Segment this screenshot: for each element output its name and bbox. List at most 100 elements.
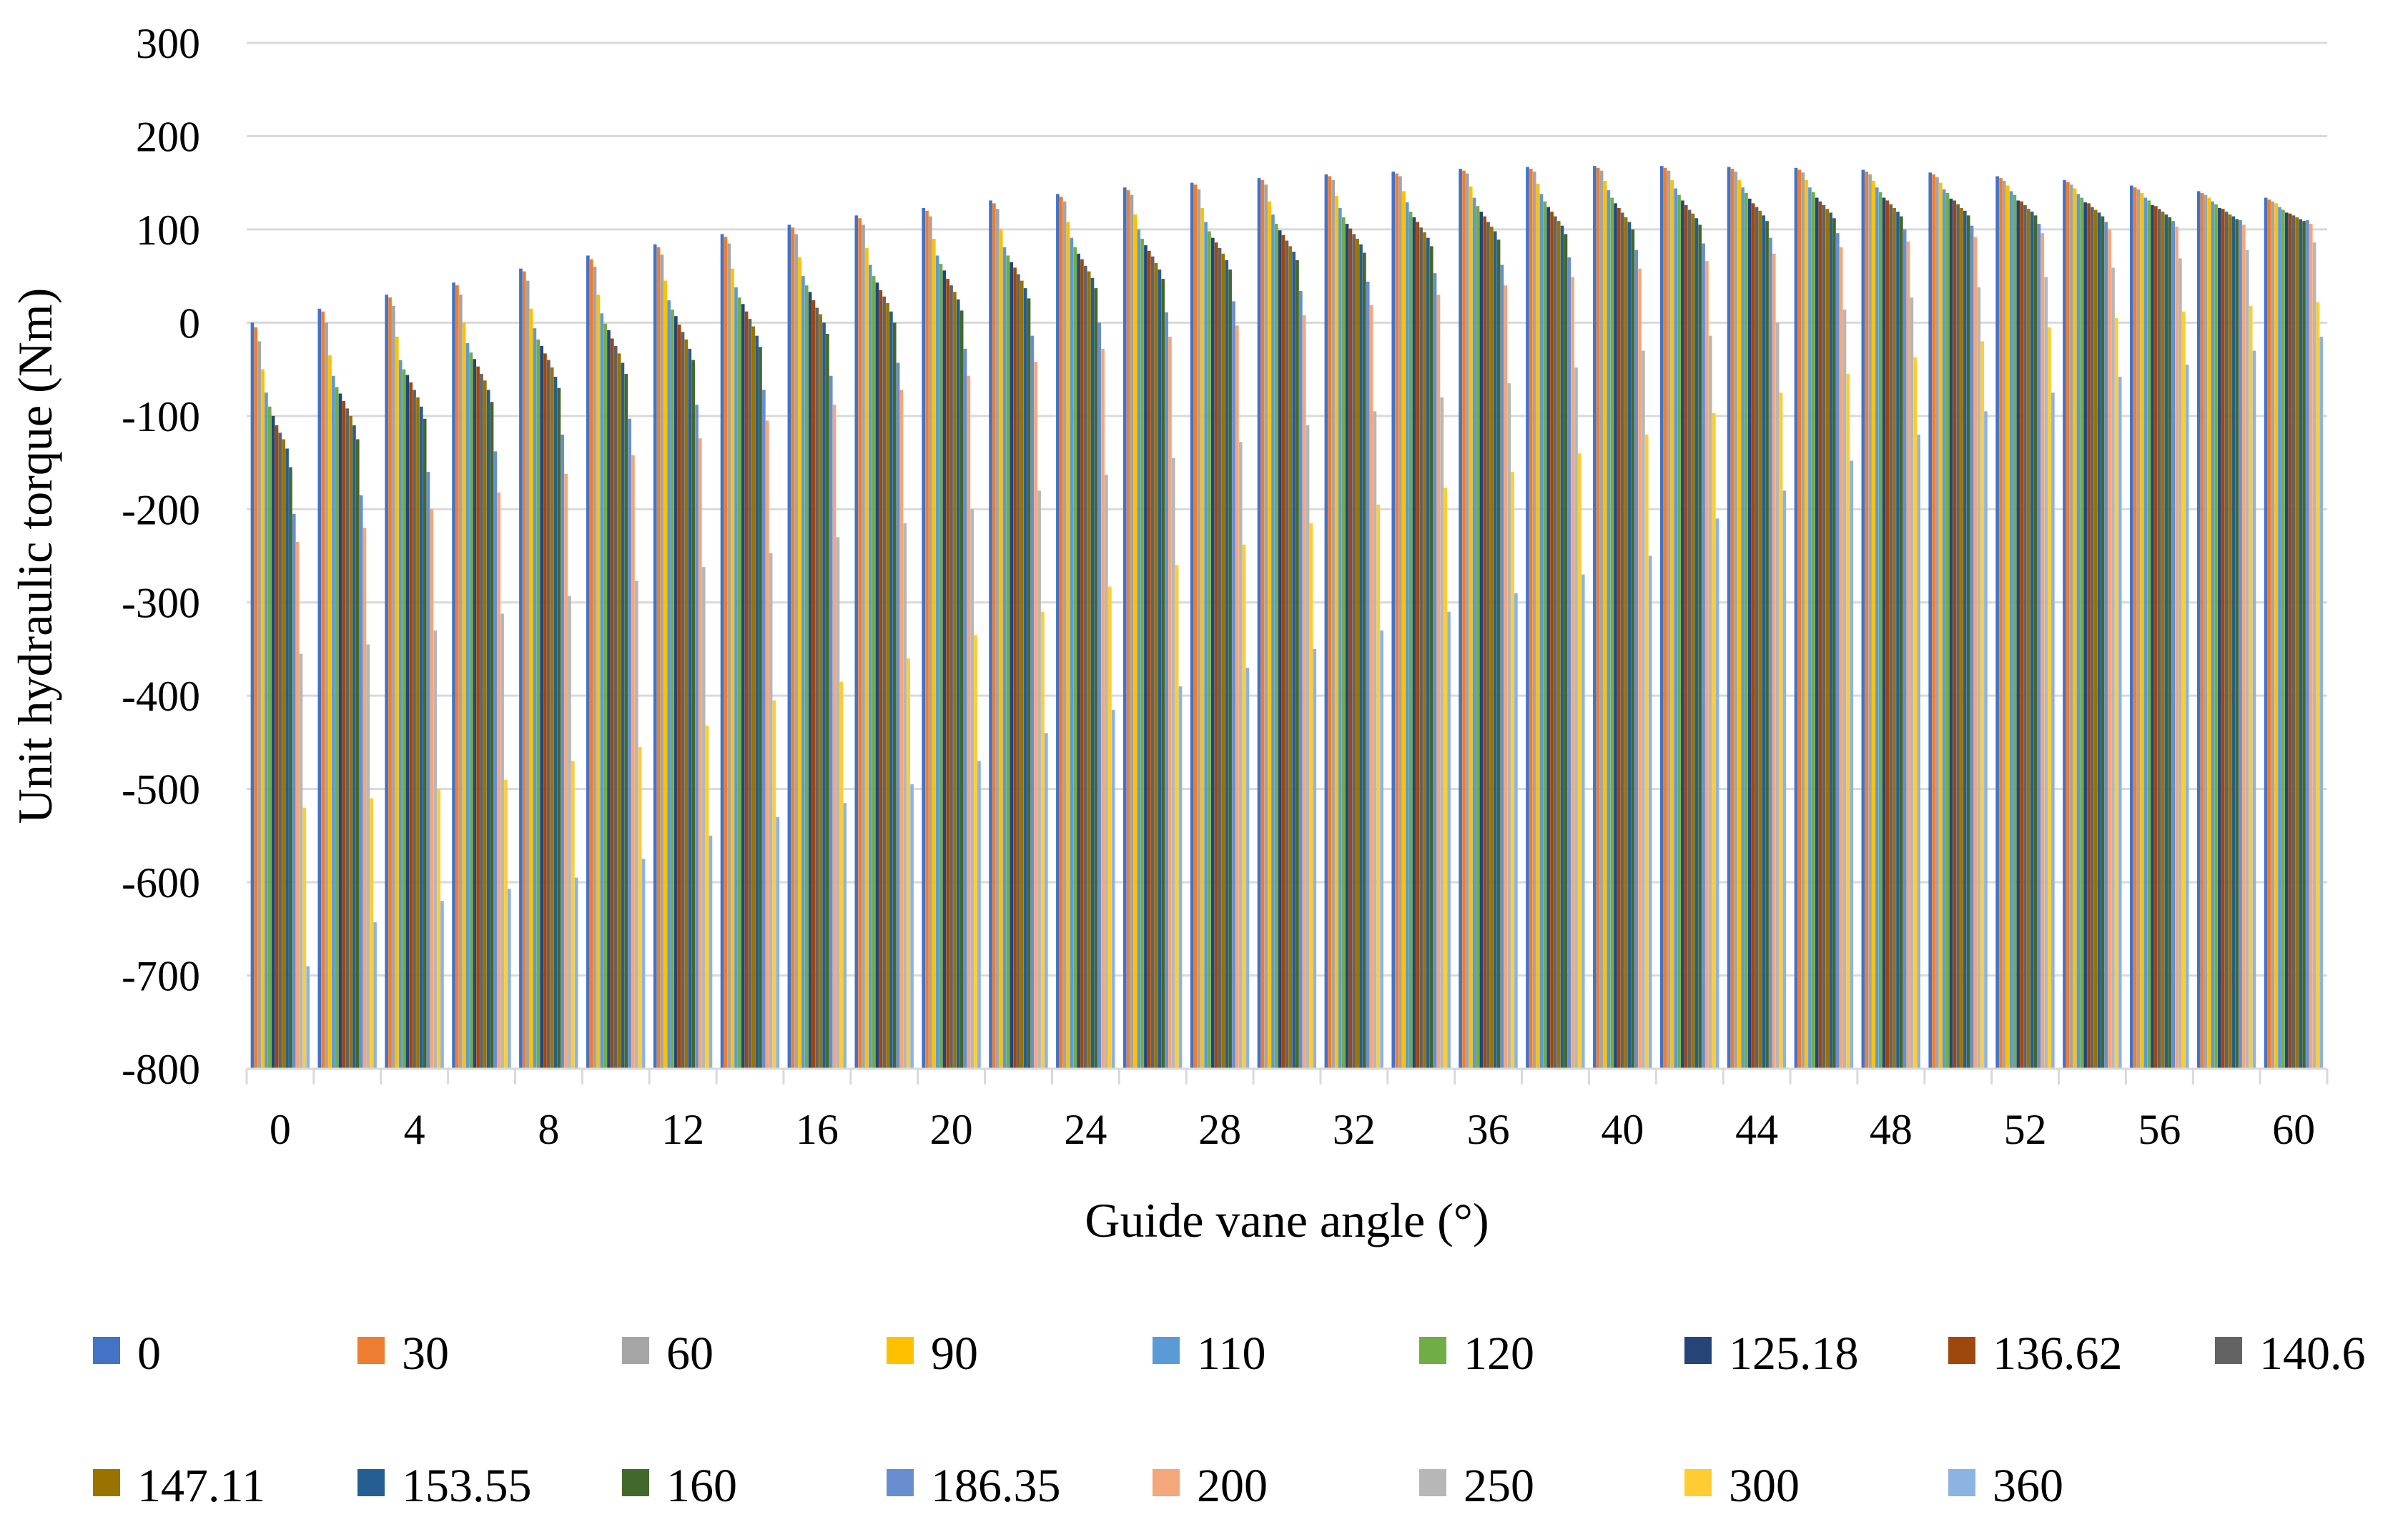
legend-item: 153.55 bbox=[357, 1460, 532, 1512]
bar bbox=[769, 553, 773, 1069]
legend-item: 0 bbox=[93, 1328, 161, 1380]
bar bbox=[2097, 212, 2101, 1069]
legend-label: 30 bbox=[402, 1328, 449, 1380]
x-tick-label: 56 bbox=[2138, 1106, 2181, 1153]
bar bbox=[2224, 212, 2229, 1069]
series-300 bbox=[302, 302, 2320, 1069]
bar bbox=[1097, 322, 1102, 1069]
x-axis-title: Guide vane angle (°) bbox=[1085, 1193, 1489, 1247]
y-tick-label: -200 bbox=[122, 486, 200, 533]
bar bbox=[1210, 237, 1215, 1069]
bar bbox=[2204, 194, 2208, 1069]
bar bbox=[1214, 242, 1218, 1069]
bar bbox=[611, 338, 614, 1069]
series-90 bbox=[261, 179, 2278, 1069]
bar bbox=[2076, 194, 2081, 1069]
bar bbox=[1949, 198, 1953, 1069]
bar bbox=[1631, 229, 1635, 1069]
bar bbox=[2115, 317, 2118, 1069]
bar bbox=[1715, 518, 1719, 1069]
bar bbox=[550, 367, 554, 1069]
bar bbox=[1306, 425, 1310, 1069]
bar bbox=[1402, 191, 1406, 1069]
bar bbox=[681, 332, 685, 1069]
bar bbox=[691, 360, 695, 1069]
bar bbox=[254, 327, 258, 1069]
bar bbox=[1801, 172, 1805, 1069]
bar bbox=[1313, 648, 1317, 1069]
bar bbox=[1027, 298, 1031, 1069]
bar bbox=[564, 473, 568, 1069]
bar bbox=[1504, 285, 1508, 1069]
bar bbox=[1574, 367, 1578, 1069]
bar bbox=[2302, 221, 2306, 1069]
bar bbox=[465, 343, 470, 1069]
legend-label: 125.18 bbox=[1729, 1328, 1859, 1380]
bar bbox=[2005, 185, 2010, 1069]
bar bbox=[1356, 238, 1359, 1069]
legend-swatch bbox=[1419, 1337, 1446, 1364]
bar bbox=[593, 267, 597, 1069]
bar bbox=[1850, 460, 1854, 1069]
bar bbox=[1338, 207, 1342, 1069]
bar bbox=[727, 243, 731, 1069]
bar bbox=[455, 285, 459, 1069]
bar bbox=[267, 406, 272, 1069]
bar bbox=[1554, 216, 1557, 1069]
bar bbox=[1938, 182, 1943, 1069]
bar bbox=[1741, 187, 1745, 1069]
bar bbox=[1168, 336, 1172, 1069]
bar bbox=[2063, 179, 2066, 1069]
bar bbox=[416, 397, 420, 1069]
bar bbox=[1292, 252, 1296, 1069]
series-147.11 bbox=[282, 207, 2299, 1069]
series-186.35 bbox=[292, 219, 2309, 1069]
bar bbox=[1596, 167, 1600, 1069]
bar bbox=[385, 295, 389, 1069]
legend-swatch bbox=[2215, 1337, 2242, 1364]
bar bbox=[2211, 201, 2214, 1069]
legend-label: 140.6 bbox=[2259, 1328, 2366, 1380]
bar bbox=[469, 352, 473, 1069]
bar bbox=[342, 400, 346, 1069]
bar bbox=[1779, 392, 1783, 1069]
bar bbox=[638, 746, 642, 1069]
bar bbox=[836, 537, 840, 1069]
bar bbox=[999, 229, 1003, 1069]
bar bbox=[1083, 265, 1087, 1069]
bar bbox=[1171, 458, 1175, 1069]
bar bbox=[684, 339, 689, 1069]
bar bbox=[1459, 169, 1462, 1069]
bar bbox=[2319, 336, 2324, 1069]
bar bbox=[762, 390, 766, 1069]
bar bbox=[751, 326, 756, 1069]
bar bbox=[553, 377, 558, 1069]
bar bbox=[641, 859, 646, 1069]
bar bbox=[1539, 194, 1544, 1069]
bar bbox=[1010, 262, 1014, 1069]
bar bbox=[1238, 442, 1243, 1069]
bar bbox=[879, 290, 883, 1069]
bar bbox=[1913, 357, 1918, 1069]
y-tick-label: 300 bbox=[136, 20, 200, 67]
bar bbox=[868, 265, 872, 1069]
bar bbox=[1469, 186, 1473, 1069]
bar bbox=[2178, 258, 2182, 1069]
bar bbox=[423, 418, 427, 1069]
bar bbox=[480, 374, 483, 1069]
bar bbox=[1228, 270, 1232, 1069]
bar bbox=[1426, 237, 1430, 1069]
bar bbox=[695, 405, 699, 1069]
bar bbox=[1550, 212, 1554, 1069]
bar bbox=[426, 472, 430, 1069]
bar bbox=[1335, 195, 1338, 1069]
series-30 bbox=[254, 167, 2271, 1069]
bar bbox=[543, 353, 547, 1069]
bar bbox=[1681, 200, 1684, 1069]
bar bbox=[1020, 280, 1024, 1069]
bar bbox=[493, 451, 498, 1069]
bar bbox=[1825, 209, 1830, 1069]
bar bbox=[395, 336, 399, 1069]
bar bbox=[942, 270, 947, 1069]
bar bbox=[621, 362, 625, 1069]
